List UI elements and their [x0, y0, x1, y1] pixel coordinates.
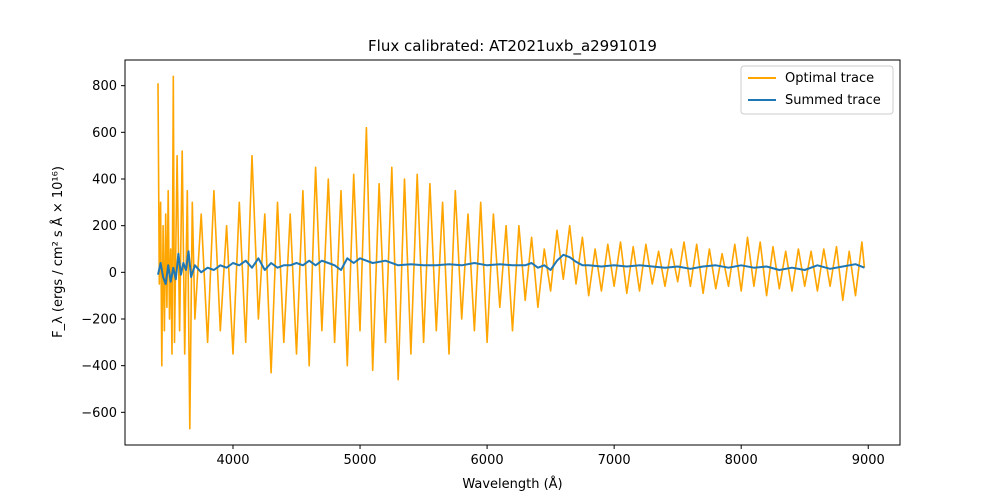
legend: Optimal trace Summed trace [740, 65, 894, 115]
plot-frame [124, 59, 901, 446]
x-tick-label: 5000 [343, 453, 376, 468]
legend-label-optimal: Optimal trace [785, 71, 874, 86]
x-axis-label: Wavelength (Å) [462, 476, 562, 492]
y-tick-label: −400 [81, 359, 117, 374]
y-tick-label: 0 [109, 266, 117, 281]
y-tick-label: 600 [92, 126, 117, 141]
y-tick-label: 400 [92, 173, 117, 188]
x-tick-label: 9000 [852, 453, 885, 468]
chart-title: Flux calibrated: AT2021uxb_a2991019 [368, 37, 657, 56]
plot-area [124, 59, 901, 446]
legend-label-summed: Summed trace [785, 93, 881, 108]
y-tick-label: −200 [81, 313, 117, 328]
y-tick-label: 200 [92, 219, 117, 234]
y-tick-label: −600 [81, 406, 117, 421]
series-layer [157, 75, 866, 430]
x-tick-label: 4000 [216, 453, 249, 468]
x-tick-label: 7000 [598, 453, 631, 468]
y-axis: −600 −400 −200 0 200 400 600 800 [81, 79, 125, 421]
y-axis-label: F_λ (ergs / cm² s Å × 10¹⁶) [50, 166, 66, 338]
x-tick-label: 6000 [471, 453, 504, 468]
legend-box [740, 65, 894, 115]
y-tick-label: 800 [92, 79, 117, 94]
series-line-optimal [157, 75, 866, 430]
x-tick-label: 8000 [725, 453, 758, 468]
x-axis: 4000 5000 6000 7000 8000 9000 [216, 445, 885, 468]
series-line-summed [157, 250, 865, 285]
